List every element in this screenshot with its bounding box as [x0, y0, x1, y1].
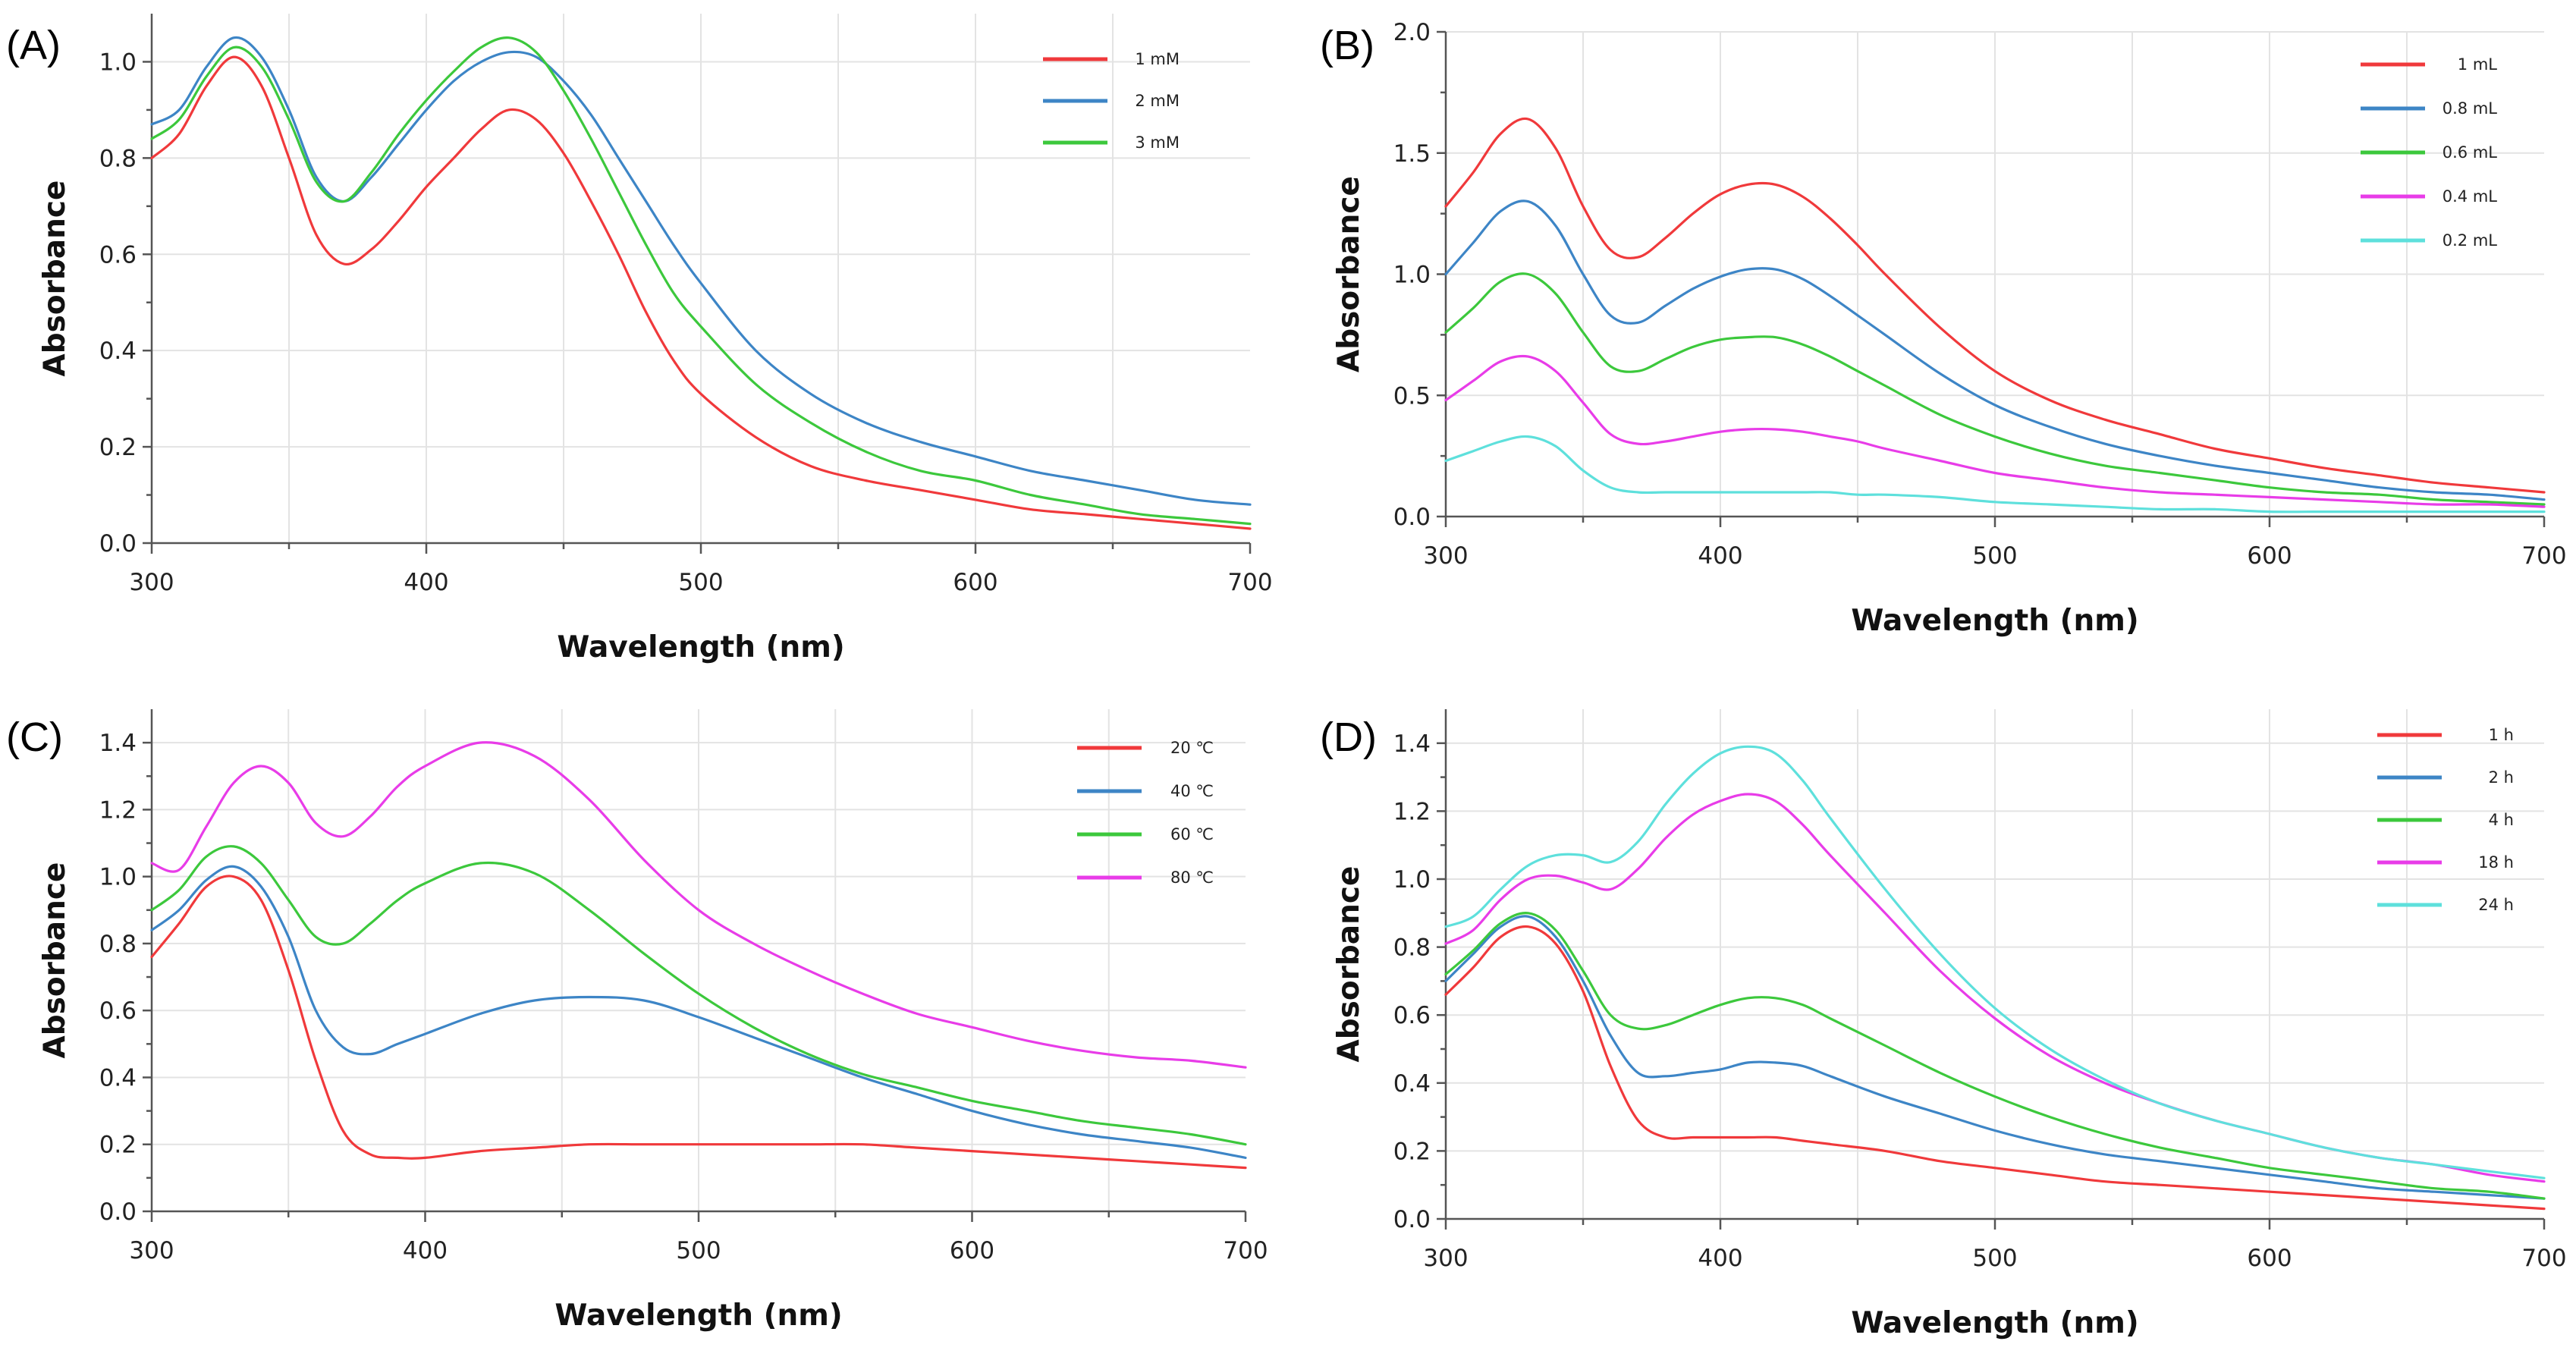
y-tick-label: 0.0 — [1393, 504, 1431, 531]
series-line-0.8-mL — [1444, 199, 2546, 501]
y-tick-label: 0.0 — [99, 530, 137, 558]
legend-label: 0.2 mL — [2442, 231, 2498, 250]
x-tick-label: 700 — [1223, 1237, 1268, 1264]
y-tick-label: 1.5 — [1393, 140, 1431, 168]
x-tick-label: 400 — [404, 569, 448, 596]
x-tick-label: 300 — [129, 569, 174, 596]
x-axis-title: Wavelength (nm) — [557, 630, 844, 664]
series-line-40-℃ — [150, 865, 1247, 1159]
y-tick-label: 0.2 — [99, 434, 137, 461]
panel-label: (A) — [6, 23, 61, 68]
series-line-2-h — [1444, 915, 2546, 1200]
x-tick-label: 300 — [1423, 1245, 1468, 1272]
y-tick-label: 1.4 — [99, 730, 137, 757]
legend-label: 0.8 mL — [2442, 99, 2498, 118]
chart-panel-4: 300 400 500 600 700 0.0 0.2 0.4 0.6 0.8 1.0 1.2 1.4 W… — [1320, 709, 2567, 1340]
y-tick-label: 0.8 — [99, 931, 137, 958]
y-tick-label: 0.0 — [1393, 1206, 1431, 1233]
x-tick-label: 500 — [1972, 542, 2017, 570]
chart-panel-2: 300 400 500 600 700 0.0 0.5 1.0 1.5 2.0 Wavelength… — [1320, 19, 2567, 638]
x-tick-label: 400 — [1698, 1245, 1742, 1272]
y-tick-label: 0.4 — [99, 1064, 137, 1091]
y-axis-title: Absorbance — [38, 181, 72, 377]
x-tick-label: 700 — [2521, 1245, 2566, 1272]
x-tick-label: 300 — [1423, 542, 1468, 570]
y-tick-label: 0.6 — [99, 997, 137, 1025]
y-tick-label: 0.8 — [99, 145, 137, 172]
legend-label: 2 mM — [1135, 92, 1180, 110]
legend-label: 1 mM — [1135, 50, 1180, 68]
series-line-4-h — [1444, 912, 2546, 1200]
x-tick-label: 600 — [950, 1237, 994, 1264]
series-line-1-mL — [1444, 117, 2546, 494]
series-line-0.6-mL — [1444, 272, 2546, 506]
series-line-3-mM — [150, 36, 1252, 526]
series-line-2-mM — [150, 36, 1252, 506]
x-axis-title: Wavelength (nm) — [1851, 1306, 2138, 1340]
legend-label: 1 mL — [2458, 55, 2497, 74]
legend-label: 1 h — [2489, 726, 2514, 744]
series-line-0.2-mL — [1444, 435, 2546, 514]
legend-label: 24 h — [2478, 896, 2514, 914]
y-tick-label: 0.0 — [99, 1198, 137, 1226]
x-axis-title: Wavelength (nm) — [554, 1299, 842, 1333]
y-tick-label: 0.2 — [1393, 1138, 1431, 1165]
y-tick-label: 0.6 — [99, 241, 137, 269]
series-line-1-mM — [150, 55, 1252, 530]
legend-label: 18 h — [2478, 853, 2514, 872]
x-tick-label: 700 — [1227, 569, 1272, 596]
y-tick-label: 0.5 — [1393, 382, 1431, 410]
x-tick-label: 600 — [953, 569, 997, 596]
series-line-24-h — [1444, 745, 2546, 1179]
series-line-60-℃ — [150, 845, 1247, 1146]
chart-panel-3: 300 400 500 600 700 0.0 0.2 0.4 0.6 0.8 1.0 1.2 1.4 W… — [6, 709, 1268, 1333]
x-tick-label: 600 — [2247, 1245, 2292, 1272]
legend-label: 4 h — [2489, 811, 2514, 829]
y-tick-label: 0.2 — [99, 1132, 137, 1159]
legend-label: 0.4 mL — [2442, 187, 2498, 206]
x-tick-label: 500 — [1972, 1245, 2017, 1272]
legend-label: 40 ℃ — [1170, 782, 1214, 800]
y-tick-label: 1.2 — [99, 796, 137, 824]
x-tick-label: 600 — [2247, 542, 2292, 570]
y-tick-label: 0.4 — [99, 338, 137, 365]
x-tick-label: 400 — [1698, 542, 1742, 570]
x-tick-label: 700 — [2521, 542, 2566, 570]
y-axis-title: Absorbance — [1332, 176, 1366, 372]
y-tick-label: 1.0 — [99, 864, 137, 891]
y-tick-label: 0.8 — [1393, 934, 1431, 962]
chart-panel-1: 300 400 500 600 700 0.0 0.2 0.4 0.6 0.8 1.0 Wavelen… — [6, 14, 1273, 664]
y-tick-label: 1.0 — [1393, 866, 1431, 894]
x-tick-label: 500 — [678, 569, 723, 596]
panel-label: (D) — [1320, 715, 1377, 760]
y-tick-label: 1.4 — [1393, 730, 1431, 758]
series-line-20-℃ — [150, 875, 1247, 1170]
x-axis-title: Wavelength (nm) — [1851, 604, 2138, 638]
legend-label: 2 h — [2489, 768, 2514, 787]
x-tick-label: 400 — [403, 1237, 448, 1264]
x-tick-label: 300 — [129, 1237, 174, 1264]
legend-label: 80 ℃ — [1170, 868, 1214, 887]
y-axis-title: Absorbance — [38, 862, 72, 1059]
panel-label: (C) — [6, 715, 63, 760]
y-tick-label: 2.0 — [1393, 19, 1431, 46]
y-tick-label: 1.2 — [1393, 798, 1431, 825]
y-tick-label: 0.4 — [1393, 1070, 1431, 1098]
y-tick-label: 1.0 — [99, 49, 137, 76]
y-tick-label: 0.6 — [1393, 1002, 1431, 1029]
x-tick-label: 500 — [676, 1237, 721, 1264]
y-tick-label: 1.0 — [1393, 262, 1431, 289]
panel-label: (B) — [1320, 23, 1374, 68]
series-line-80-℃ — [150, 741, 1247, 1069]
legend-label: 3 mM — [1135, 133, 1180, 152]
legend-label: 0.6 mL — [2442, 143, 2498, 162]
series-line-0.4-mL — [1444, 354, 2546, 508]
series-line-1-h — [1444, 925, 2546, 1211]
y-axis-title: Absorbance — [1332, 866, 1366, 1063]
legend-label: 20 ℃ — [1170, 739, 1214, 757]
legend-label: 60 ℃ — [1170, 825, 1214, 843]
